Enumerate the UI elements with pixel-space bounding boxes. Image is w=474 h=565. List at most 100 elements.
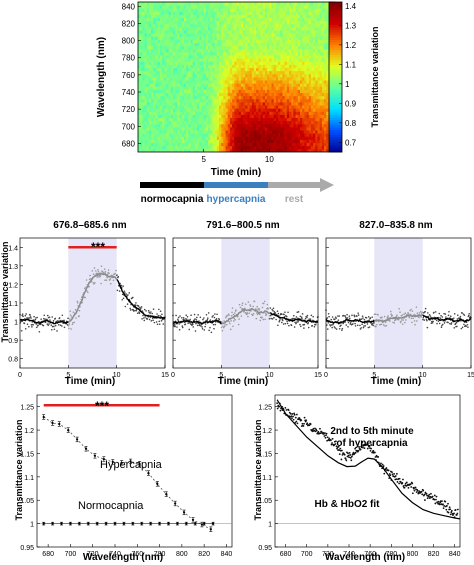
heatmap-cell [291,102,294,106]
heatmap-cell [236,95,240,100]
heatmap-cell [203,36,207,40]
heatmap-cell [181,108,185,112]
heatmap-cell [218,142,222,147]
heatmap-cell [234,42,237,47]
heatmap-cell [227,45,231,50]
heatmap-cell [262,17,266,22]
heatmap-cell [249,17,253,22]
colorbar-segment [329,89,342,93]
heatmap-cell [264,20,268,25]
heatmap-cell [243,139,246,144]
heatmap-cell [278,48,281,53]
heatmap-cell [284,123,288,128]
heatmap-cell [155,11,159,15]
heatmap-cell [299,86,303,90]
heatmap-cell [201,111,205,115]
heatmap-cell [140,5,143,9]
heatmap-cell [148,48,152,53]
heatmap-y-label: Wavelength (nm) [96,37,107,117]
colorbar-segment [329,84,342,88]
heatmap-cell [199,30,202,34]
heatmap-cell [218,139,222,144]
heatmap-cell [225,67,229,72]
heatmap-cell [188,73,191,78]
heatmap-cell [297,20,301,25]
heatmap-cell [197,108,200,112]
heatmap-cell [245,77,248,81]
heatmap-cell [293,136,296,140]
heatmap-cell [254,8,257,12]
heatmap-cell [262,20,266,25]
heatmap-cell [168,14,172,19]
heatmap-cell [148,73,152,78]
heatmap-cell [142,23,145,28]
heatmap-cell [151,114,154,119]
heatmap-cell [138,95,141,100]
heatmap-cell [256,136,259,140]
heatmap-cell [188,139,191,144]
heatmap-cell [286,102,290,106]
heatmap-cell [183,14,187,19]
heatmap-cell [210,111,213,115]
heatmap-cell [227,95,231,100]
heatmap-cell [190,92,194,97]
heatmap-cell [140,67,143,72]
heatmap-cell [262,48,266,53]
heatmap-cell [190,33,194,37]
heatmap-cell [210,14,213,19]
heatmap-cell [173,14,176,19]
heatmap-cell [297,17,301,22]
heatmap-cell [183,55,187,59]
heatmap-cell [234,14,237,19]
heatmap-cell [295,17,299,22]
colorbar-segment [329,67,342,70]
heatmap-cell [194,58,198,62]
heatmap-cell [164,145,167,150]
heatmap-cell [234,67,237,72]
heatmap-cell [181,117,185,122]
heatmap-cell [260,127,264,131]
heatmap-cell [249,148,253,152]
heatmap-cell [205,48,209,53]
heatmap-cell [310,117,314,122]
heatmap-cell [214,95,218,100]
heatmap-cell [203,5,207,9]
heatmap-cell [153,11,156,15]
heatmap-cell [234,133,237,137]
heatmap-cell [173,92,176,97]
heatmap-cell [205,8,209,12]
data-point [69,318,71,320]
heatmap-cell [229,23,233,28]
heatmap-cell [190,61,194,65]
heatmap-cell [138,48,141,53]
heatmap-cell [306,64,310,69]
timeline-hypercapnia-label: hypercapnia [207,194,266,205]
heatmap-cell [306,39,310,44]
heatmap-cell [138,42,141,47]
heatmap-cell [192,30,196,34]
heatmap-cell [267,27,270,31]
heatmap-cell [291,98,294,103]
heatmap-cell [260,17,264,22]
heatmap-cell [186,133,189,137]
heatmap-cell [240,136,244,140]
colorbar-segment [329,29,342,33]
heatmap-cell [326,27,329,31]
heatmap-cell [190,45,194,50]
heatmap-cell [260,52,264,56]
data-point [220,326,223,329]
heatmap-cell [212,105,216,109]
heatmap-cell [317,14,321,19]
heatmap-cell [177,33,180,37]
heatmap-cell [151,23,154,28]
heatmap-cell [258,11,261,15]
heatmap-cell [245,33,248,37]
heatmap-cell [282,86,286,90]
heatmap-cell [190,39,194,44]
heatmap-cell [212,77,216,81]
heatmap-cell [142,70,145,75]
heatmap-cell [249,95,253,100]
colorbar-segment [329,42,342,45]
heatmap-cell [291,83,294,87]
